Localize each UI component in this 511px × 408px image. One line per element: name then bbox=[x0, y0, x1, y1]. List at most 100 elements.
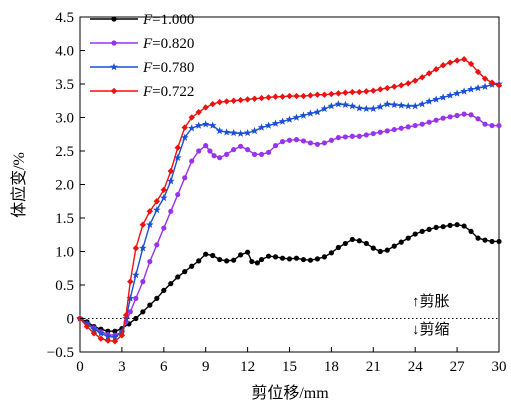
x-tick-label: 24 bbox=[408, 359, 424, 375]
data-point bbox=[230, 97, 237, 104]
data-point bbox=[292, 113, 301, 121]
legend-entry: F=0.780 bbox=[90, 60, 194, 76]
data-point bbox=[293, 137, 300, 143]
data-point bbox=[391, 243, 397, 249]
data-point bbox=[222, 128, 231, 136]
data-point bbox=[160, 193, 168, 202]
legend-label: F=0.780 bbox=[142, 60, 194, 76]
series-layer bbox=[76, 56, 503, 345]
data-point bbox=[412, 77, 419, 84]
data-point bbox=[194, 121, 203, 129]
data-point bbox=[377, 248, 383, 255]
data-point bbox=[370, 130, 376, 137]
data-point bbox=[475, 235, 481, 241]
data-point bbox=[224, 258, 230, 264]
data-point bbox=[111, 40, 117, 46]
data-point bbox=[461, 223, 467, 229]
data-point bbox=[279, 255, 286, 261]
data-point bbox=[454, 222, 460, 228]
legend-entry: F=0.722 bbox=[90, 84, 194, 100]
data-point bbox=[272, 143, 279, 149]
data-point bbox=[370, 245, 376, 251]
data-point bbox=[257, 123, 266, 131]
data-point bbox=[196, 148, 202, 154]
data-point bbox=[244, 96, 251, 103]
data-point bbox=[440, 115, 446, 121]
legend-label: F=1.000 bbox=[142, 12, 194, 28]
data-point bbox=[147, 302, 153, 308]
y-tick-label: 1.0 bbox=[55, 245, 74, 261]
data-point bbox=[104, 332, 112, 340]
data-point bbox=[432, 66, 440, 73]
data-point bbox=[467, 60, 475, 68]
data-point bbox=[327, 102, 336, 110]
y-tick-label: 4.0 bbox=[55, 44, 74, 60]
data-point bbox=[342, 89, 349, 96]
data-point bbox=[314, 141, 321, 147]
data-point bbox=[258, 94, 265, 102]
x-tick-label: 12 bbox=[240, 359, 255, 375]
data-point bbox=[342, 240, 348, 247]
legend-entry: F=0.820 bbox=[90, 36, 194, 52]
data-point bbox=[355, 104, 364, 112]
data-point bbox=[398, 82, 405, 89]
data-point bbox=[383, 100, 392, 108]
data-point bbox=[314, 256, 321, 262]
data-point bbox=[97, 335, 105, 342]
data-point bbox=[328, 250, 334, 256]
data-point bbox=[208, 121, 217, 129]
data-point bbox=[488, 79, 496, 86]
data-point bbox=[249, 258, 255, 265]
data-point bbox=[175, 191, 181, 198]
data-point bbox=[356, 88, 363, 96]
data-point bbox=[187, 124, 196, 132]
data-point bbox=[363, 132, 369, 138]
data-point bbox=[111, 16, 117, 22]
data-point bbox=[146, 208, 154, 215]
data-point bbox=[349, 236, 355, 243]
data-point bbox=[238, 143, 244, 149]
x-tick-label: 30 bbox=[492, 359, 507, 375]
data-point bbox=[313, 108, 322, 116]
data-point bbox=[369, 104, 378, 113]
data-point bbox=[384, 128, 390, 134]
legend-value: =1.000 bbox=[152, 12, 194, 28]
legend-variable: F bbox=[142, 36, 153, 52]
y-tick-label: −0.5 bbox=[47, 345, 74, 361]
data-point bbox=[243, 128, 252, 137]
y-tick-label: 1.5 bbox=[55, 211, 74, 227]
data-point bbox=[446, 59, 454, 66]
data-point bbox=[447, 114, 453, 120]
data-point bbox=[335, 135, 341, 141]
data-point bbox=[154, 295, 160, 301]
y-tick-label: 3.0 bbox=[55, 111, 74, 127]
x-axis-title: 剪位移/mm bbox=[251, 384, 329, 402]
series-4 bbox=[76, 56, 503, 345]
data-point bbox=[363, 240, 369, 247]
axis-ticks: 0 3 6 9 12 15 18 21 24 27 30−0.500.51.01.52.02.53.… bbox=[47, 10, 507, 375]
data-point bbox=[209, 100, 216, 108]
data-point bbox=[154, 242, 160, 248]
data-point bbox=[426, 119, 432, 125]
data-point bbox=[398, 125, 404, 131]
data-point bbox=[118, 327, 126, 336]
data-point bbox=[335, 244, 341, 251]
y-tick-label: 2.5 bbox=[55, 144, 74, 160]
data-point bbox=[467, 85, 475, 93]
data-point bbox=[285, 115, 294, 123]
data-point bbox=[349, 133, 355, 139]
data-point bbox=[201, 120, 210, 128]
x-tick-label: 0 bbox=[76, 359, 84, 375]
legend-variable: F bbox=[142, 60, 153, 76]
legend-label: F=0.722 bbox=[142, 84, 194, 100]
data-point bbox=[446, 91, 454, 99]
data-point bbox=[405, 124, 411, 130]
data-point bbox=[293, 255, 300, 261]
data-point bbox=[188, 114, 195, 121]
data-point bbox=[168, 208, 174, 214]
data-point bbox=[384, 247, 390, 253]
data-point bbox=[405, 235, 411, 241]
data-point bbox=[489, 238, 495, 245]
data-point bbox=[182, 269, 188, 275]
data-point bbox=[272, 93, 279, 100]
